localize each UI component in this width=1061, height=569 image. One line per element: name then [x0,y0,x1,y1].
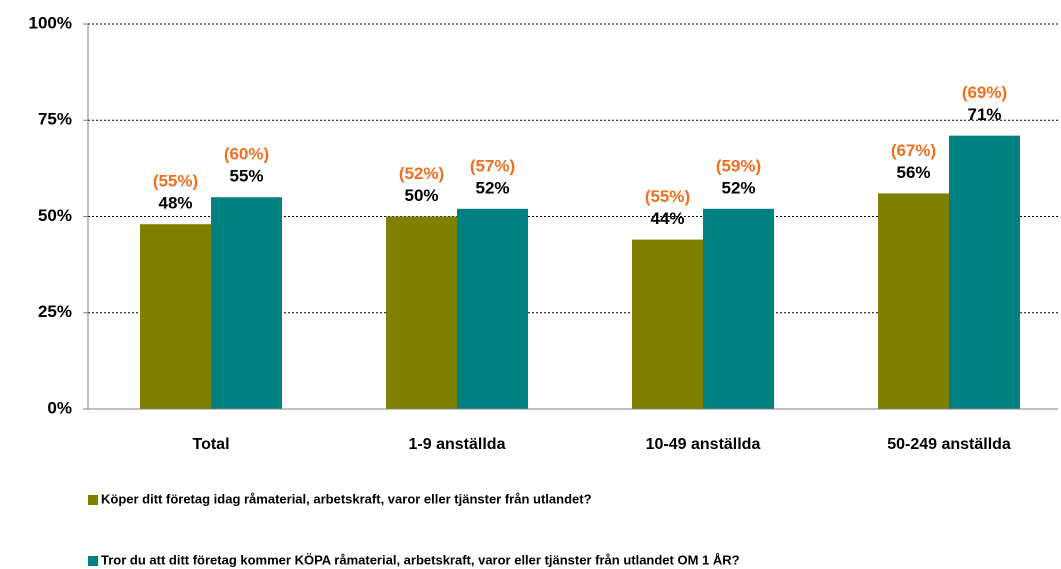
bar [140,224,211,409]
data-label: 55% [229,167,263,186]
x-tick-label: Total [192,436,229,453]
x-tick-label: 10-49 anställda [646,436,761,453]
legend-swatch [88,495,98,505]
y-tick-label: 100% [29,13,72,32]
bar [457,208,528,409]
legend-label: Köper ditt företag idag råmaterial, arbe… [101,491,592,506]
annotation-label: (60%) [224,145,269,164]
data-label: 52% [475,178,509,197]
y-tick-label: 75% [38,110,72,129]
annotation-label: (67%) [891,141,936,160]
data-label: 56% [896,163,930,182]
bar [211,197,282,409]
data-label: 48% [158,194,192,213]
y-tick-label: 50% [38,206,72,225]
bar [949,135,1020,409]
bar [632,239,703,409]
data-label: 71% [967,105,1001,124]
legend-label: Tror du att ditt företag kommer KÖPA råm… [101,552,740,567]
x-tick-label: 50-249 anställda [887,436,1011,453]
y-tick-label: 25% [38,302,72,321]
bar [386,216,457,409]
annotation-label: (69%) [962,83,1007,102]
legend-swatch [88,556,98,566]
bar [878,193,949,409]
annotation-label: (55%) [645,187,690,206]
data-label: 44% [650,209,684,228]
x-tick-label: 1-9 anställda [409,436,506,453]
annotation-label: (57%) [470,156,515,175]
annotation-label: (55%) [153,172,198,191]
annotation-label: (59%) [716,156,761,175]
bar [703,208,774,409]
annotation-label: (52%) [399,164,444,183]
data-label: 50% [404,186,438,205]
data-label: 52% [721,178,755,197]
y-tick-label: 0% [47,398,72,417]
